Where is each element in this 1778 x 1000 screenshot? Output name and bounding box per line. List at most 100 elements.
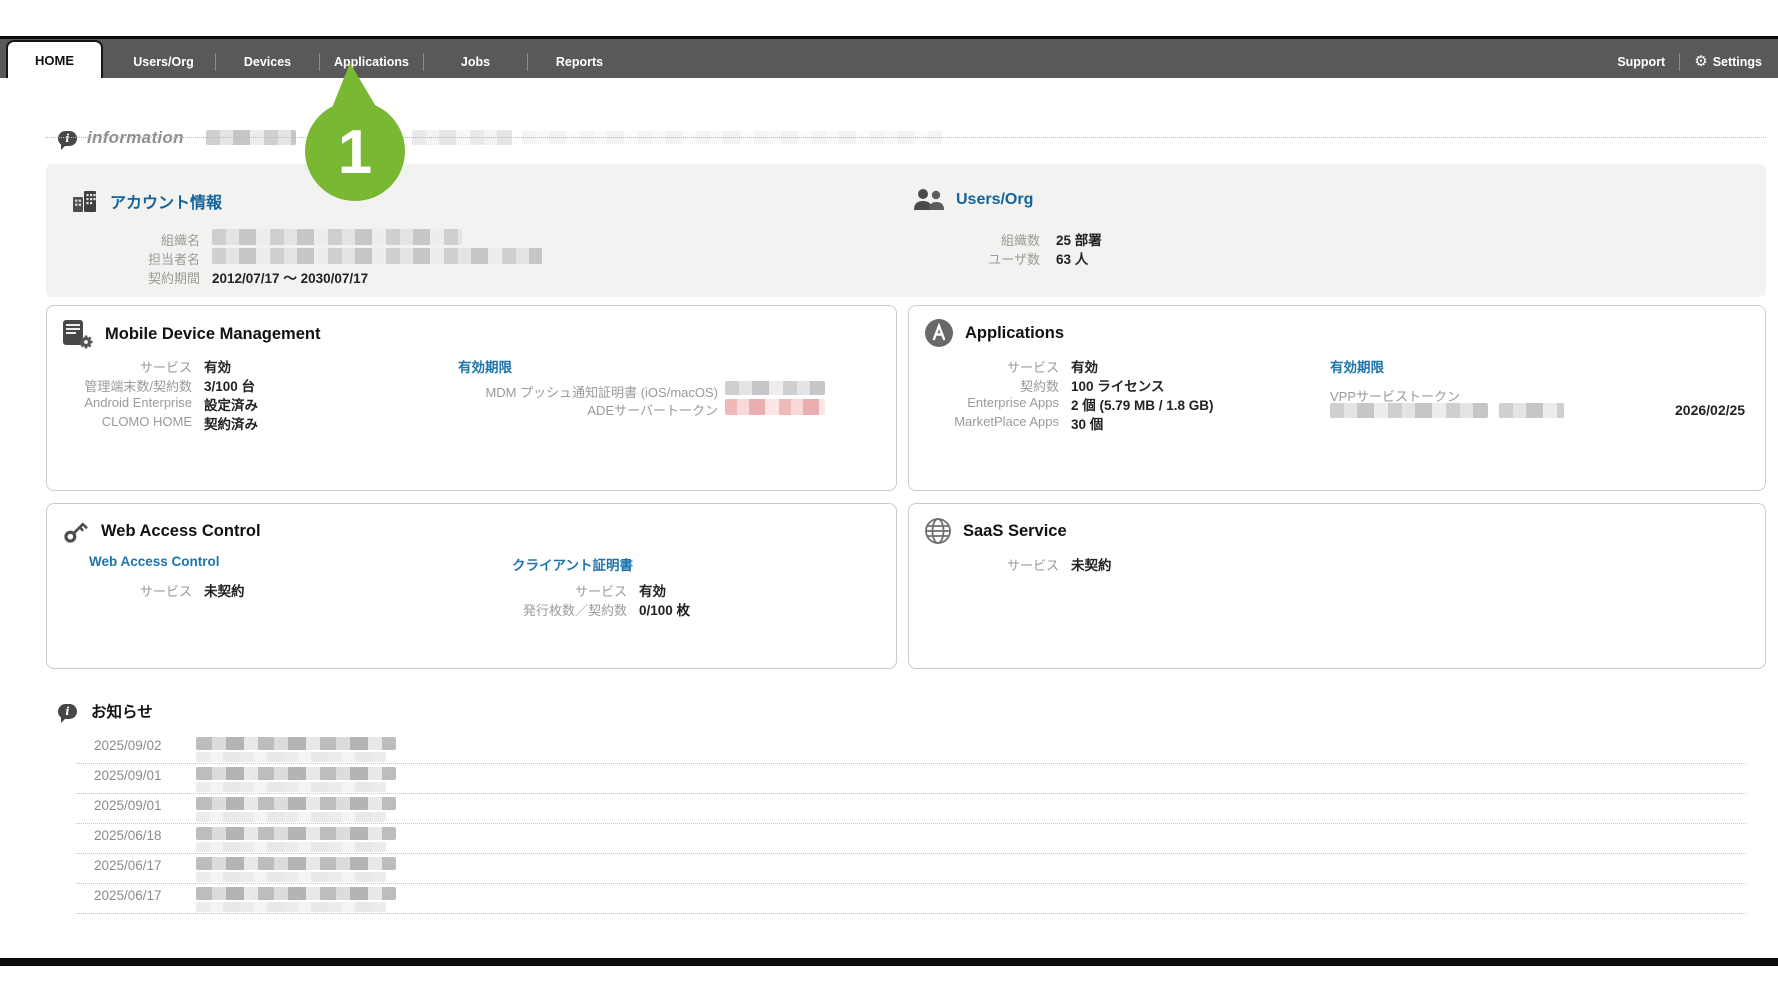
apps-row-label: 契約数 — [1019, 379, 1059, 394]
news-item-date: 2025/09/01 — [94, 768, 162, 783]
news-item[interactable]: 2025/06/17 — [76, 854, 1746, 884]
redacted-text — [196, 842, 386, 852]
wac-card-header: Web Access Control — [61, 516, 261, 546]
news-item-date: 2025/06/17 — [94, 858, 162, 873]
news-item[interactable]: 2025/09/02 — [76, 734, 1746, 764]
tab-divider — [423, 52, 424, 71]
tab-home[interactable]: HOME — [6, 40, 103, 78]
tab-jobs[interactable]: Jobs — [460, 54, 491, 69]
news-item-date: 2025/09/01 — [94, 798, 162, 813]
saas-card: SaaS Service サービス 未契約 — [908, 503, 1766, 669]
users-org-row-label: 組織数 — [1000, 233, 1040, 248]
client-cert-link[interactable]: クライアント証明書 — [512, 558, 633, 573]
account-row-label: 組織名 — [160, 233, 200, 248]
information-separator — [46, 137, 1766, 138]
news-item[interactable]: 2025/06/17 — [76, 884, 1746, 914]
users-icon — [914, 189, 944, 210]
account-title: アカウント情報 — [110, 195, 223, 212]
applications-title: Applications — [965, 323, 1065, 342]
tab-reports[interactable]: Reports — [555, 54, 604, 69]
vpp-token-label: VPPサービストークン — [1330, 389, 1461, 404]
support-link[interactable]: Support — [1617, 54, 1666, 69]
news-item-date: 2025/06/18 — [94, 828, 162, 843]
tab-divider — [215, 52, 216, 71]
tab-applications[interactable]: Applications — [333, 54, 409, 69]
cert-row-label: 発行枚数／契約数 — [522, 603, 627, 618]
tab-divider — [319, 52, 320, 71]
redacted-text — [196, 872, 386, 882]
applications-card-header: Applications — [923, 317, 1064, 349]
tab-divider — [527, 52, 528, 71]
cert-service-value: 有効 — [639, 584, 666, 599]
mdm-row-label: サービス — [139, 360, 192, 375]
contract-period-value: 2012/07/17 ～ 2030/07/17 — [212, 271, 369, 286]
apps-marketplace-value: 30 個 — [1071, 417, 1104, 432]
tab-users-org[interactable]: Users/Org — [133, 54, 194, 69]
device-gear-icon — [63, 320, 93, 349]
org-count-value: 25 部署 — [1056, 233, 1102, 248]
apps-license-value: 100 ライセンス — [1071, 379, 1165, 394]
saas-row-label: サービス — [1006, 558, 1059, 573]
tab-devices[interactable]: Devices — [243, 54, 292, 69]
step-callout-balloon: 1 — [298, 58, 414, 211]
redacted-text — [725, 399, 825, 415]
mdm-clomo-home-value: 契約済み — [204, 417, 258, 432]
news-item[interactable]: 2025/06/18 — [76, 824, 1746, 854]
users-org-row-label: ユーザ数 — [988, 252, 1040, 267]
news-item-date: 2025/06/17 — [94, 888, 162, 903]
redacted-text — [212, 229, 462, 245]
news-title: お知らせ — [91, 704, 153, 721]
redacted-text — [212, 248, 542, 264]
saas-service-value: 未契約 — [1071, 558, 1112, 573]
key-icon — [64, 522, 88, 543]
users-org-title: Users/Org — [956, 191, 1034, 208]
wac-link[interactable]: Web Access Control — [89, 554, 220, 569]
web-access-control-card: Web Access Control Web Access Control サー… — [46, 503, 897, 669]
applications-card: Applications サービス 有効 契約数 100 ライセンス Enter… — [908, 305, 1766, 491]
redacted-text — [196, 767, 396, 780]
apps-enterprise-value: 2 個 (5.79 MB / 1.8 GB) — [1071, 398, 1214, 413]
apps-row-label: Enterprise Apps — [967, 395, 1059, 410]
mdm-row-label: CLOMO HOME — [101, 414, 192, 429]
information-header: i information — [58, 126, 184, 150]
balloon-circle — [305, 101, 405, 201]
mdm-devices-value: 3/100 台 — [204, 379, 256, 394]
mdm-expiry-link[interactable]: 有効期限 — [458, 360, 512, 375]
saas-card-header: SaaS Service — [923, 516, 1067, 546]
redacted-text — [725, 381, 825, 395]
redacted-text — [196, 827, 396, 840]
redacted-text — [196, 887, 396, 900]
mdm-row-label: 管理端末数/契約数 — [84, 379, 192, 394]
mdm-card-header: Mobile Device Management — [61, 318, 320, 350]
redacted-text — [1330, 403, 1488, 418]
apps-row-label: MarketPlace Apps — [954, 414, 1059, 429]
information-title: information — [87, 128, 184, 147]
wac-service-value: 未契約 — [204, 584, 245, 599]
saas-title: SaaS Service — [963, 521, 1067, 540]
apps-expiry-link[interactable]: 有効期限 — [1330, 360, 1384, 375]
account-row-label: 契約期間 — [147, 271, 200, 286]
mdm-row-label: Android Enterprise — [84, 395, 192, 410]
gear-icon: ⚙ — [1694, 52, 1708, 70]
globe-icon — [925, 518, 951, 544]
news-item[interactable]: 2025/09/01 — [76, 794, 1746, 824]
redacted-text — [1499, 403, 1564, 418]
mdm-card: Mobile Device Management サービス 有効 管理端末数/契… — [46, 305, 897, 491]
wac-title: Web Access Control — [101, 521, 261, 540]
users-org-section-header: Users/Org — [912, 188, 1033, 212]
redacted-text — [196, 902, 386, 912]
buildings-icon — [73, 191, 96, 212]
nav-divider — [1679, 52, 1681, 71]
wac-row-label: サービス — [139, 584, 192, 599]
news-item-date: 2025/09/02 — [94, 738, 162, 753]
app-store-icon — [925, 319, 953, 347]
callout-number: 1 — [338, 118, 372, 187]
account-section-header: アカウント情報 — [70, 188, 222, 214]
mdm-push-cert-label: MDM プッシュ通知証明書 (iOS/macOS) — [485, 385, 718, 400]
apps-service-value: 有効 — [1071, 360, 1098, 375]
settings-button[interactable]: ⚙ Settings — [1694, 54, 1762, 69]
settings-label: Settings — [1712, 54, 1762, 69]
news-item[interactable]: 2025/09/01 — [76, 764, 1746, 794]
cert-issued-value: 0/100 枚 — [639, 603, 691, 618]
mdm-service-value: 有効 — [204, 360, 231, 375]
